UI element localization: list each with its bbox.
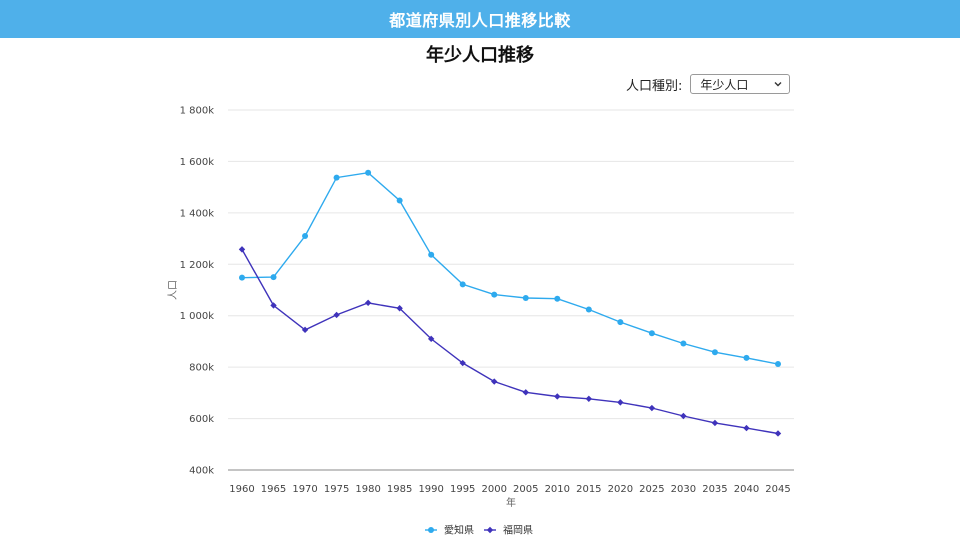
x-tick-label: 1990	[418, 484, 443, 495]
data-point	[302, 233, 309, 239]
data-point	[333, 174, 340, 181]
data-point	[239, 274, 245, 281]
x-tick-label: 2025	[639, 484, 664, 495]
data-point	[711, 349, 718, 356]
data-point	[364, 299, 372, 307]
y-tick-label: 800k	[189, 363, 214, 374]
data-point	[554, 393, 561, 400]
y-tick-label: 1 200k	[180, 260, 215, 271]
data-point	[427, 335, 435, 343]
data-point	[775, 361, 781, 368]
data-point	[491, 291, 498, 298]
population-type-label: 人口種別:	[626, 78, 683, 94]
x-tick-label: 1965	[261, 484, 286, 495]
data-point	[585, 395, 593, 402]
data-point	[743, 354, 750, 361]
x-tick-label: 2005	[513, 484, 538, 495]
data-point	[585, 306, 592, 313]
data-point	[301, 326, 309, 334]
legend-label: 福岡県	[503, 524, 533, 537]
data-point	[743, 424, 750, 432]
y-tick-label: 1 400k	[180, 208, 215, 219]
x-tick-label: 1980	[355, 484, 380, 495]
data-point	[459, 281, 466, 288]
data-point	[270, 302, 277, 309]
x-tick-label: 2040	[734, 484, 759, 495]
x-axis-title: 年	[506, 496, 516, 509]
x-tick-label: 1975	[324, 484, 349, 495]
x-tick-label: 2015	[576, 484, 601, 495]
legend-marker	[486, 526, 494, 534]
app-title: 都道府県別人口推移比較	[389, 11, 571, 30]
x-tick-label: 1995	[450, 484, 475, 495]
legend-label: 愛知県	[444, 524, 474, 537]
data-point	[333, 311, 340, 319]
population-type-selector: 人口種別: 年少人口	[626, 74, 791, 94]
chart-title: 年少人口推移	[426, 45, 534, 66]
data-point	[617, 399, 624, 406]
population-type-value: 年少人口	[700, 77, 749, 92]
y-tick-label: 1 800k	[180, 106, 215, 117]
x-tick-label: 2000	[482, 484, 507, 495]
x-tick-label: 2045	[765, 484, 790, 495]
y-axis-title: 人口	[167, 280, 179, 300]
x-tick-label: 2035	[702, 484, 727, 495]
data-point	[522, 294, 529, 301]
data-point	[648, 330, 655, 337]
chevron-down-icon	[773, 79, 783, 89]
y-tick-label: 1 600k	[180, 157, 215, 168]
app-header: 都道府県別人口推移比較	[0, 0, 960, 38]
x-tick-label: 2010	[545, 484, 570, 495]
data-point	[459, 359, 466, 367]
y-tick-label: 400k	[189, 466, 214, 477]
data-point	[428, 251, 435, 258]
x-tick-label: 2020	[608, 484, 633, 495]
x-tick-label: 1970	[292, 484, 317, 495]
x-tick-label: 1960	[229, 484, 254, 495]
data-point	[554, 295, 561, 302]
legend-marker	[428, 527, 434, 533]
data-point	[617, 319, 624, 326]
data-point	[680, 412, 687, 420]
data-point	[491, 378, 498, 385]
y-tick-label: 1 000k	[180, 311, 215, 322]
data-point	[396, 197, 403, 204]
data-point	[774, 430, 782, 437]
population-type-select[interactable]: 年少人口	[690, 74, 791, 94]
data-point	[711, 419, 719, 427]
data-point	[522, 389, 529, 396]
data-point	[238, 246, 246, 253]
series-line-2	[241, 249, 779, 435]
x-tick-label: 1985	[387, 484, 412, 495]
data-point	[680, 340, 687, 347]
data-point	[648, 404, 656, 412]
series-line-1	[241, 171, 779, 365]
x-tick-label: 2030	[671, 484, 696, 495]
data-point	[270, 274, 277, 281]
y-tick-label: 600k	[189, 414, 214, 425]
data-point	[365, 169, 372, 176]
data-point	[396, 305, 403, 312]
